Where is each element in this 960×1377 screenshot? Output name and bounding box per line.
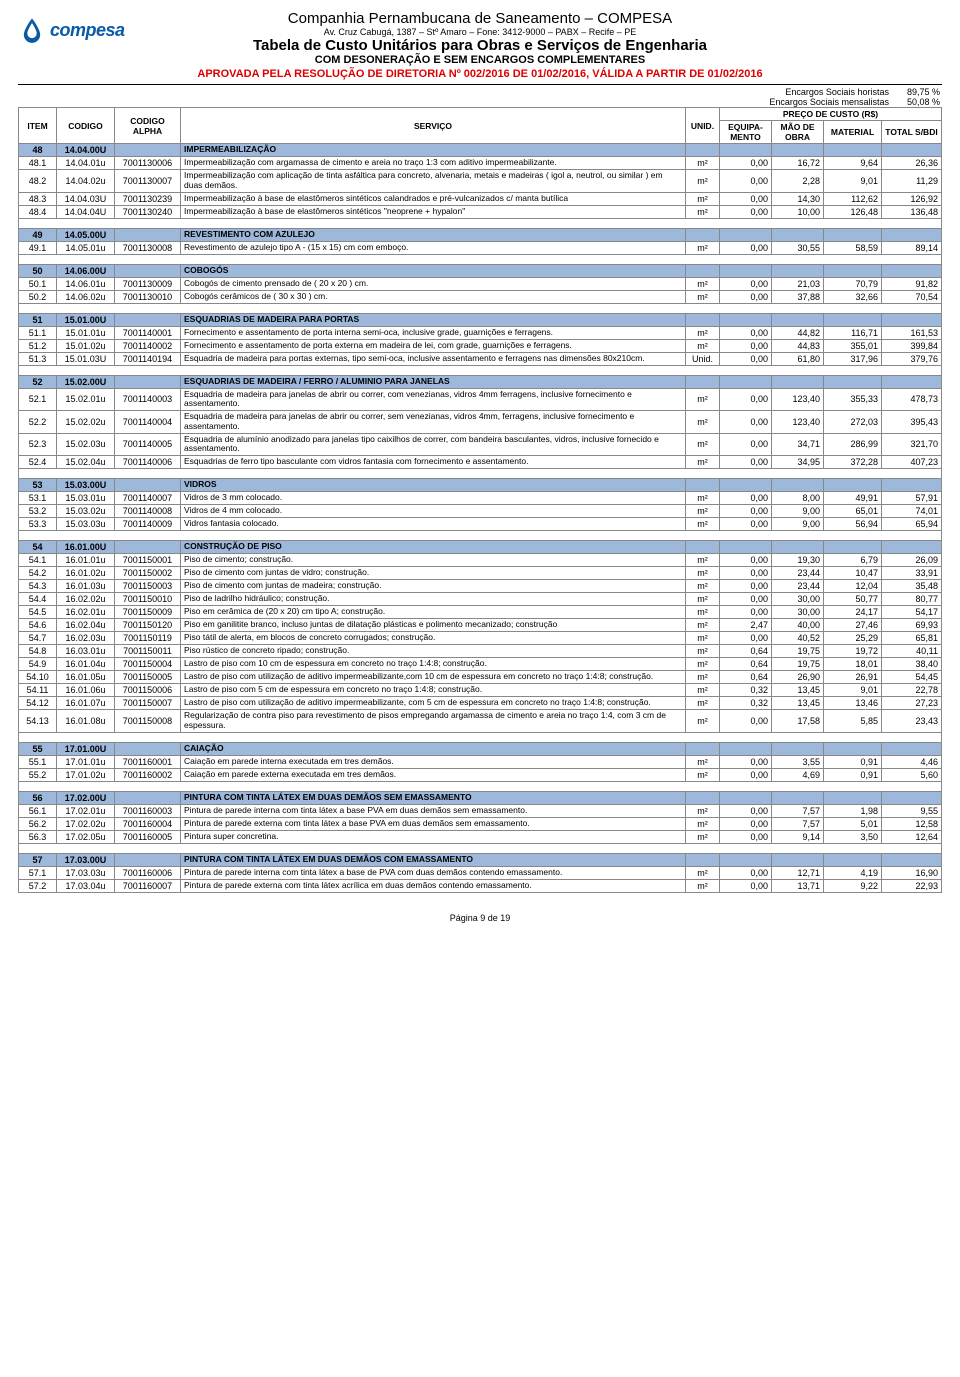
table-row: 48.414.04.04U7001130240Impermeabilização… <box>19 205 942 218</box>
table-row: 5617.02.00UPINTURA COM TINTA LÁTEX EM DU… <box>19 791 942 804</box>
table-row: 5014.06.00UCOBOGÓS <box>19 264 942 277</box>
logo-text: compesa <box>50 20 125 41</box>
table-row: 48.214.04.02u7001130007Impermeabilização… <box>19 170 942 193</box>
table-row: 54.316.01.03u7001150003Piso de cimento c… <box>19 580 942 593</box>
table-row: 5416.01.00UCONSTRUÇÃO DE PISO <box>19 541 942 554</box>
company-name: Companhia Pernambucana de Saneamento – C… <box>18 10 942 27</box>
enc-mensal-label: Encargos Sociais mensalistas <box>769 97 889 107</box>
table-row: 5717.03.00UPINTURA COM TINTA LÁTEX EM DU… <box>19 853 942 866</box>
table-row <box>19 843 942 853</box>
table-row: 48.314.04.03U7001130239Impermeabilização… <box>19 192 942 205</box>
table-row <box>19 781 942 791</box>
table-body: 4814.04.00UIMPERMEABILIZAÇÃO48.114.04.01… <box>19 144 942 893</box>
table-row: 51.315.01.03U7001140194Esquadria de made… <box>19 352 942 365</box>
table-row <box>19 365 942 375</box>
table-row: 49.114.05.01u7001130008Revestimento de a… <box>19 241 942 254</box>
droplet-icon <box>18 16 46 44</box>
table-row: 50.114.06.01u7001130009Cobogós de ciment… <box>19 277 942 290</box>
table-row: 5215.02.00UESQUADRIAS DE MADEIRA / FERRO… <box>19 375 942 388</box>
document-title: Tabela de Custo Unitários para Obras e S… <box>18 37 942 54</box>
th-mat: MATERIAL <box>824 121 882 144</box>
th-equip: EQUIPA-MENTO <box>720 121 772 144</box>
cost-table: ITEM CODIGO CODIGO ALPHA SERVIÇO UNID. P… <box>18 107 942 893</box>
table-row: 51.215.01.02u7001140002Fornecimento e as… <box>19 339 942 352</box>
table-row: 52.415.02.04u7001140006Esquadrias de fer… <box>19 456 942 469</box>
th-preco: PREÇO DE CUSTO (R$) <box>720 108 942 121</box>
th-alpha: CODIGO ALPHA <box>115 108 181 144</box>
th-total: TOTAL S/BDI <box>882 121 942 144</box>
table-row: 52.215.02.02u7001140004Esquadria de made… <box>19 411 942 434</box>
table-row: 54.1216.01.07u7001150007Lastro de piso c… <box>19 697 942 710</box>
table-row: 56.217.02.02u7001160004Pintura de parede… <box>19 817 942 830</box>
enc-horistas-label: Encargos Sociais horistas <box>785 87 889 97</box>
table-row <box>19 469 942 479</box>
table-row <box>19 218 942 228</box>
page: compesa Companhia Pernambucana de Saneam… <box>0 0 960 953</box>
table-row <box>19 254 942 264</box>
th-unid: UNID. <box>686 108 720 144</box>
table-row: 4814.04.00UIMPERMEABILIZAÇÃO <box>19 144 942 157</box>
page-footer: Página 9 de 19 <box>18 913 942 923</box>
table-row: 53.315.03.03u7001140009Vidros fantasia c… <box>19 518 942 531</box>
table-row: 56.317.02.05u7001160005Pintura super con… <box>19 830 942 843</box>
table-row: 50.214.06.02u7001130010Cobogós cerâmicos… <box>19 290 942 303</box>
table-row: 54.716.02.03u7001150119Piso tátil de ale… <box>19 632 942 645</box>
table-row: 53.215.03.02u7001140008Vidros de 4 mm co… <box>19 505 942 518</box>
table-row: 54.216.01.02u7001150002Piso de cimento c… <box>19 567 942 580</box>
document-header: compesa Companhia Pernambucana de Saneam… <box>18 10 942 85</box>
table-row: 54.1316.01.08u7001150008Regularização de… <box>19 710 942 733</box>
table-row: 5115.01.00UESQUADRIAS DE MADEIRA PARA PO… <box>19 313 942 326</box>
th-servico: SERVIÇO <box>181 108 686 144</box>
table-row: 48.114.04.01u7001130006Impermeabilização… <box>19 157 942 170</box>
table-row: 54.816.03.01u7001150011Piso rústico de c… <box>19 645 942 658</box>
table-row: 51.115.01.01u7001140001Fornecimento e as… <box>19 326 942 339</box>
table-row: 55.217.01.02u7001160002Caiação em parede… <box>19 768 942 781</box>
table-row <box>19 732 942 742</box>
approval-notice: APROVADA PELA RESOLUÇÃO DE DIRETORIA Nº … <box>18 68 942 80</box>
document-subtitle: COM DESONERAÇÃO E SEM ENCARGOS COMPLEMEN… <box>18 54 942 66</box>
table-header: ITEM CODIGO CODIGO ALPHA SERVIÇO UNID. P… <box>19 108 942 144</box>
th-item: ITEM <box>19 108 57 144</box>
table-row: 52.115.02.01u7001140003Esquadria de made… <box>19 388 942 411</box>
enc-horistas-value: 89,75 % <box>907 87 940 97</box>
table-row: 54.416.02.02u7001150010Piso de ladrilho … <box>19 593 942 606</box>
th-mao: MÃO DE OBRA <box>772 121 824 144</box>
table-row: 57.117.03.03u7001160006Pintura de parede… <box>19 866 942 879</box>
table-row: 56.117.02.01u7001160003Pintura de parede… <box>19 804 942 817</box>
table-row: 53.115.03.01u7001140007Vidros de 3 mm co… <box>19 492 942 505</box>
company-address: Av. Cruz Cabugá, 1387 – Stº Amaro – Fone… <box>18 27 942 37</box>
table-row: 57.217.03.04u7001160007Pintura de parede… <box>19 879 942 892</box>
table-row: 54.916.01.04u7001150004Lastro de piso co… <box>19 658 942 671</box>
table-row <box>19 303 942 313</box>
table-row: 54.616.02.04u7001150120Piso em ganilitit… <box>19 619 942 632</box>
table-row: 5315.03.00UVIDROS <box>19 479 942 492</box>
table-row: 4914.05.00UREVESTIMENTO COM AZULEJO <box>19 228 942 241</box>
table-row: 54.1116.01.06u7001150006Lastro de piso c… <box>19 684 942 697</box>
table-row <box>19 531 942 541</box>
table-row: 54.516.02.01u7001150009Piso em cerâmica … <box>19 606 942 619</box>
enc-mensal-value: 50,08 % <box>907 97 940 107</box>
social-charges: Encargos Sociais horistas 89,75 % Encarg… <box>18 87 940 107</box>
table-row: 5517.01.00UCAIAÇÃO <box>19 742 942 755</box>
table-row: 55.117.01.01u7001160001Caiação em parede… <box>19 755 942 768</box>
table-row: 52.315.02.03u7001140005Esquadria de alum… <box>19 433 942 456</box>
table-row: 54.116.01.01u7001150001Piso de cimento; … <box>19 554 942 567</box>
table-row: 54.1016.01.05u7001150005Lastro de piso c… <box>19 671 942 684</box>
th-codigo: CODIGO <box>57 108 115 144</box>
logo: compesa <box>18 16 125 44</box>
